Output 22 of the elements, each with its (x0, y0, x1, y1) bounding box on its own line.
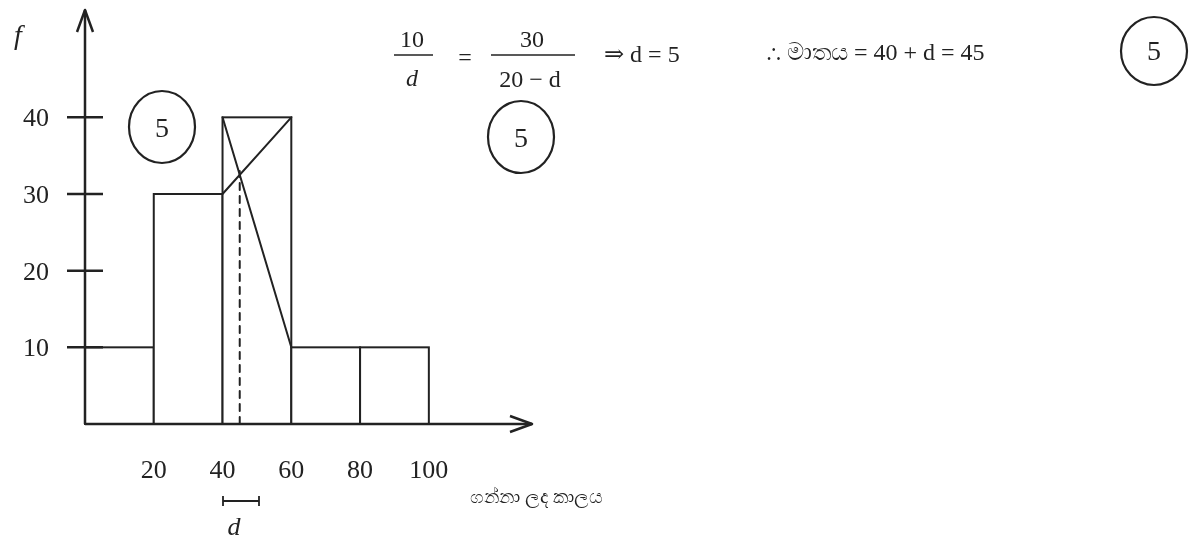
annotation: = (458, 44, 472, 70)
text: ⇒ d = 5 (604, 41, 680, 67)
annotation: 5 (155, 112, 169, 143)
x-tick-label: 100 (409, 455, 449, 484)
text: d (227, 512, 242, 540)
x-tick-label: 80 (347, 455, 374, 484)
y-tick-label: 10 (23, 333, 49, 363)
x-axis-title: ගන්නා ලද කාලය (470, 486, 603, 508)
x-tick-label: 40 (209, 455, 236, 484)
text: 5 (1147, 35, 1161, 66)
annotation: 5 (514, 122, 528, 153)
annotation: 30 (520, 26, 544, 52)
annotation: 20 − d (499, 66, 561, 92)
y-tick-label: 20 (23, 256, 49, 286)
y-axis-title: f (14, 19, 26, 50)
annotation: d (406, 65, 419, 91)
text: ∴ මාතය = 40 + d = 45 (767, 39, 985, 65)
x-tick-label: 20 (140, 455, 167, 484)
y-tick-label: 40 (23, 103, 49, 133)
y-tick-label: 30 (23, 180, 49, 209)
x-tick-label: 60 (278, 455, 305, 484)
annotation: 10 (400, 26, 424, 52)
